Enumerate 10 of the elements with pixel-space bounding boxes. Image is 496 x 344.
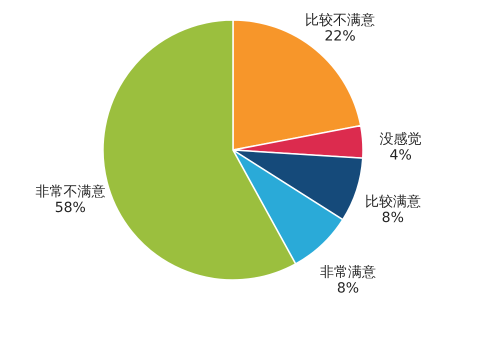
data-label: 4% bbox=[390, 147, 412, 164]
slice-label: 没感觉 bbox=[380, 131, 422, 148]
slice-label: 非常不满意 bbox=[35, 184, 106, 200]
slice-label: 比较满意 bbox=[364, 194, 421, 210]
data-label: 58% bbox=[54, 200, 86, 216]
data-label: 8% bbox=[336, 280, 360, 296]
slice-label: 比较不满意 bbox=[305, 12, 376, 29]
slice-label: 非常满意 bbox=[320, 264, 376, 280]
data-label: 8% bbox=[382, 210, 404, 226]
data-label: 22% bbox=[324, 28, 356, 45]
